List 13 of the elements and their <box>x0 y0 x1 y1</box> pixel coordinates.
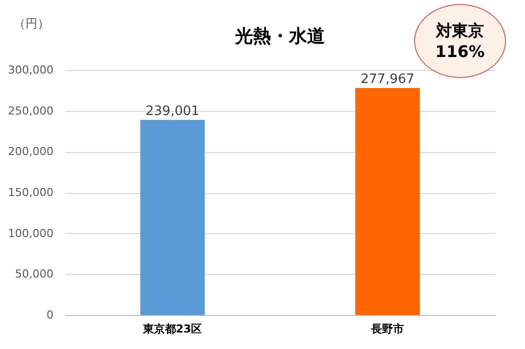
y-tick-label: 200,000 <box>8 145 54 158</box>
data-label: 277,967 <box>360 72 414 87</box>
y-tick-label: 0 <box>46 308 54 322</box>
y-tick-label: 150,000 <box>8 186 54 199</box>
y-tick-label: 300,000 <box>8 64 54 76</box>
y-tick-label: 50,000 <box>15 268 54 281</box>
y-axis-title: （円） <box>14 16 50 30</box>
chart-title: 光熱・水道 <box>235 26 325 47</box>
y-tick-label: 100,000 <box>8 226 54 240</box>
x-tick-label: 東京都23区 <box>142 322 202 336</box>
data-label: 239,001 <box>146 104 200 119</box>
y-tick-label: 250,000 <box>8 104 54 118</box>
x-tick-label: 長野市 <box>370 322 404 336</box>
